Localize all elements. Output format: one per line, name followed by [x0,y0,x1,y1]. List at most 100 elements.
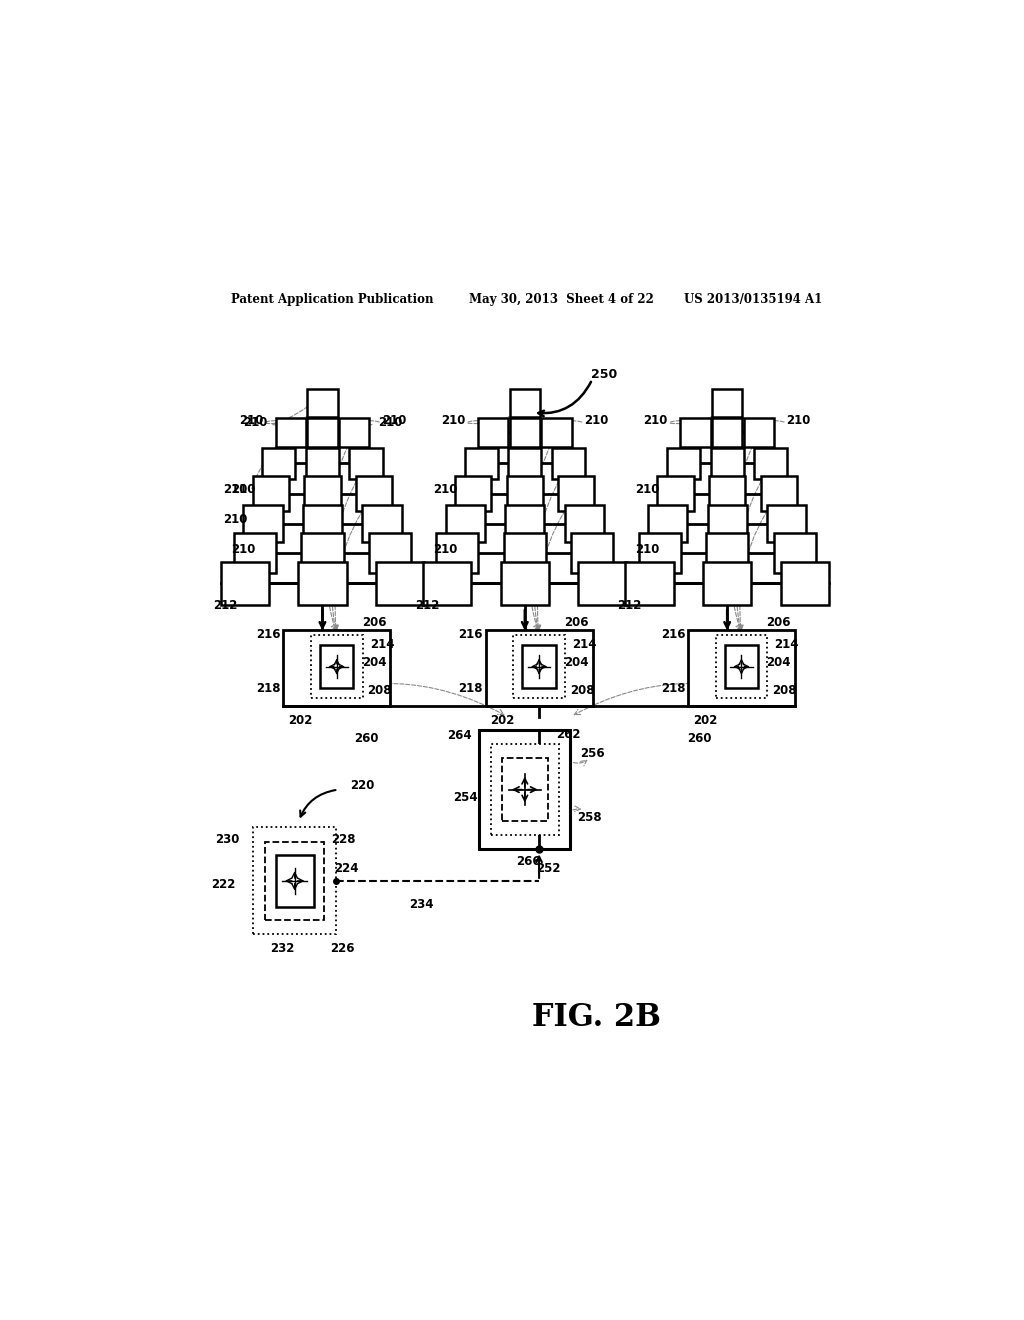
Text: 218: 218 [256,682,281,696]
Text: 212: 212 [617,599,642,612]
Text: 260: 260 [687,731,712,744]
Text: 204: 204 [767,656,791,669]
Bar [362,506,401,543]
Bar [307,389,338,417]
Text: 260: 260 [354,731,378,744]
Text: 210: 210 [433,543,458,556]
Bar [703,562,752,605]
Text: 210: 210 [786,414,811,428]
Bar [510,389,540,417]
Text: 250: 250 [591,368,617,381]
Bar [688,631,795,706]
Text: 222: 222 [211,878,236,891]
Bar [522,645,556,688]
Text: 216: 216 [459,628,483,642]
Text: 210: 210 [230,483,255,496]
Bar [708,506,746,543]
Bar [233,533,276,573]
Bar [510,418,540,446]
Bar [436,533,478,573]
Text: 210: 210 [584,414,608,428]
Text: 210: 210 [230,543,255,556]
Bar [781,562,829,605]
Bar [579,562,627,605]
Bar [725,645,758,688]
Bar [648,506,687,543]
Text: May 30, 2013  Sheet 4 of 22: May 30, 2013 Sheet 4 of 22 [469,293,654,306]
Text: 210: 210 [239,414,263,428]
Text: 214: 214 [572,638,597,651]
Bar [505,506,545,543]
Bar [298,562,346,605]
Text: 226: 226 [330,942,354,954]
Bar [513,635,565,698]
Bar [501,562,549,605]
Bar [262,447,295,479]
Text: 220: 220 [350,779,375,792]
Text: 210: 210 [433,483,458,496]
Text: 252: 252 [537,862,561,875]
Text: 266: 266 [516,854,541,867]
Bar [552,447,585,479]
Text: 202: 202 [288,714,312,727]
Text: 230: 230 [215,833,240,846]
Bar [680,418,711,446]
Bar [507,477,543,511]
Bar [321,645,353,688]
Bar [284,631,390,706]
Text: 210: 210 [378,417,402,429]
Text: 232: 232 [270,942,295,954]
Text: Patent Application Publication: Patent Application Publication [231,293,434,306]
Bar [275,418,306,446]
Text: 254: 254 [453,791,477,804]
Text: 208: 208 [368,684,392,697]
Text: 216: 216 [256,628,281,642]
Bar [709,477,745,511]
Text: 210: 210 [636,543,660,556]
Bar [667,447,700,479]
Bar [265,842,325,920]
Text: US 2013/0135194 A1: US 2013/0135194 A1 [684,293,822,306]
Text: 234: 234 [410,898,434,911]
Text: 218: 218 [660,682,685,696]
Text: 206: 206 [564,616,589,630]
Bar [275,855,313,907]
Bar [504,533,546,573]
Bar [244,506,283,543]
Bar [376,562,424,605]
Bar [639,533,681,573]
Text: 210: 210 [223,513,248,527]
Text: 210: 210 [382,414,407,428]
Text: 210: 210 [636,483,660,496]
Text: 206: 206 [767,616,791,630]
Text: 210: 210 [223,483,248,496]
Bar [502,758,548,821]
Text: 212: 212 [415,599,439,612]
Bar [220,562,268,605]
Text: 264: 264 [447,729,472,742]
Text: FIG. 2B: FIG. 2B [531,1002,660,1032]
Text: 206: 206 [361,616,386,630]
Bar [301,533,343,573]
Bar [571,533,613,573]
Text: 212: 212 [213,599,237,612]
Bar [542,418,571,446]
Text: 228: 228 [332,833,356,846]
Bar [306,447,339,479]
Bar [253,828,336,935]
Bar [712,389,742,417]
Bar [253,477,289,511]
Bar [479,730,570,849]
Bar [307,418,338,446]
Bar [707,533,749,573]
Bar [761,477,797,511]
Bar [445,506,485,543]
Bar [755,447,787,479]
Bar [716,635,767,698]
Text: 210: 210 [643,414,668,428]
Bar [711,447,743,479]
Text: 224: 224 [334,862,358,875]
Bar [339,418,370,446]
Text: 210: 210 [243,417,267,429]
Bar [356,477,392,511]
